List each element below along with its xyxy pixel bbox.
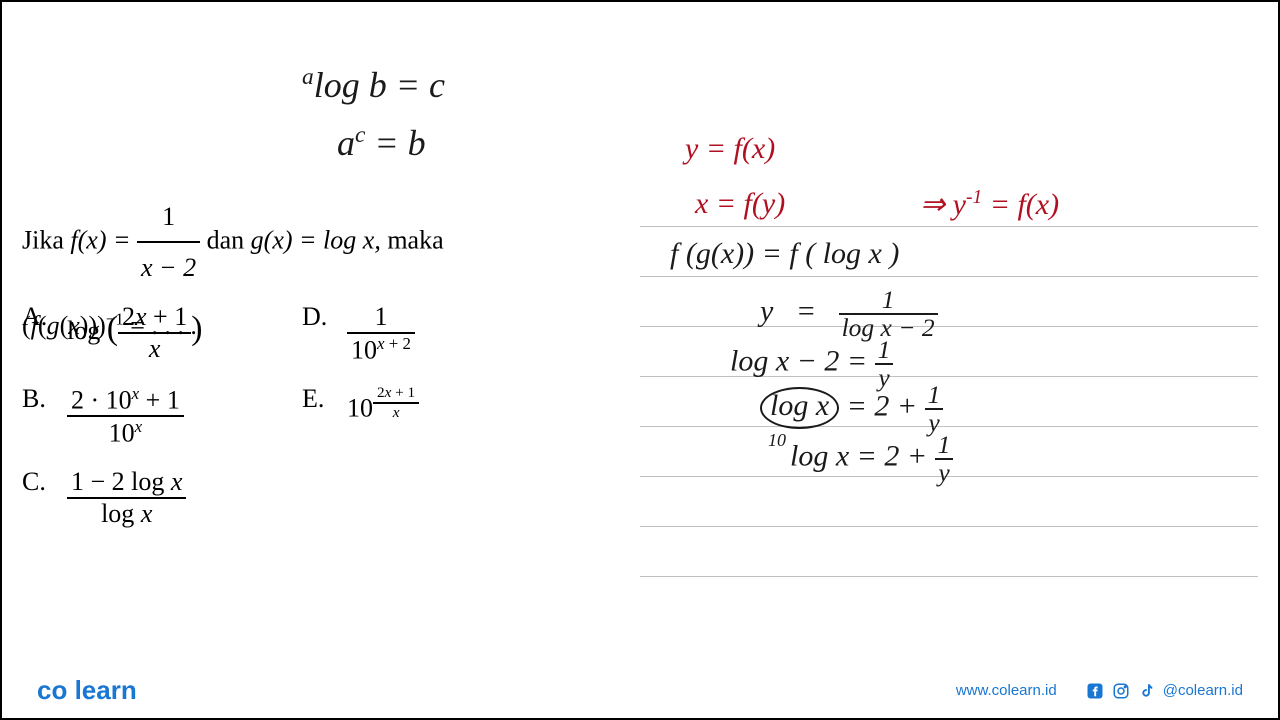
work-line-7: log x = 2 + 1y [790,432,953,485]
option-b-label: B. [22,384,67,449]
option-b: 2 · 10x + 110x [67,384,184,449]
work-line-7-pre: 10 [768,430,786,451]
work-line-2a: x = f(y) [695,187,785,221]
option-d: 110x + 2 [347,302,415,366]
work-line-2b: ⇒ y-1 = f(x) [920,187,1059,222]
option-a-label: A. [22,302,67,364]
problem-line1: Jika f(x) = 1 x − 2 dan g(x) = log x, ma… [22,192,582,293]
work-line-3: f (g(x)) = f ( log x ) [670,237,899,271]
log-rule-line2: ac = b [337,115,445,173]
tiktok-icon [1137,681,1157,701]
footer-bar: co learn www.colearn.id @colearn.id [2,663,1278,718]
option-e-label: E. [302,384,347,424]
option-d-label: D. [302,302,347,366]
work-line-1: y = f(x) [685,132,775,166]
facebook-icon [1085,681,1105,701]
instagram-icon [1111,681,1131,701]
handwriting-rule-top: alog b = c ac = b [302,57,445,172]
option-c: 1 − 2 log xlog x [67,467,186,529]
website-url: www.colearn.id [956,682,1057,699]
answer-options: A. log (2x + 1x) D. 110x + 2 B. 2 · 10x … [22,302,419,547]
option-c-label: C. [22,467,67,529]
social-handle: @colearn.id [1163,682,1243,699]
social-links: @colearn.id [1085,681,1243,701]
work-line-6: log x = 2 + 1y [760,382,943,435]
option-e: 102x + 1x [347,384,419,424]
work-line-4: y = 1 log x − 2 [760,287,938,340]
option-a: log (2x + 1x) [67,302,202,364]
brand-logo: co learn [37,675,137,706]
log-rule-line1: alog b = c [302,57,445,115]
